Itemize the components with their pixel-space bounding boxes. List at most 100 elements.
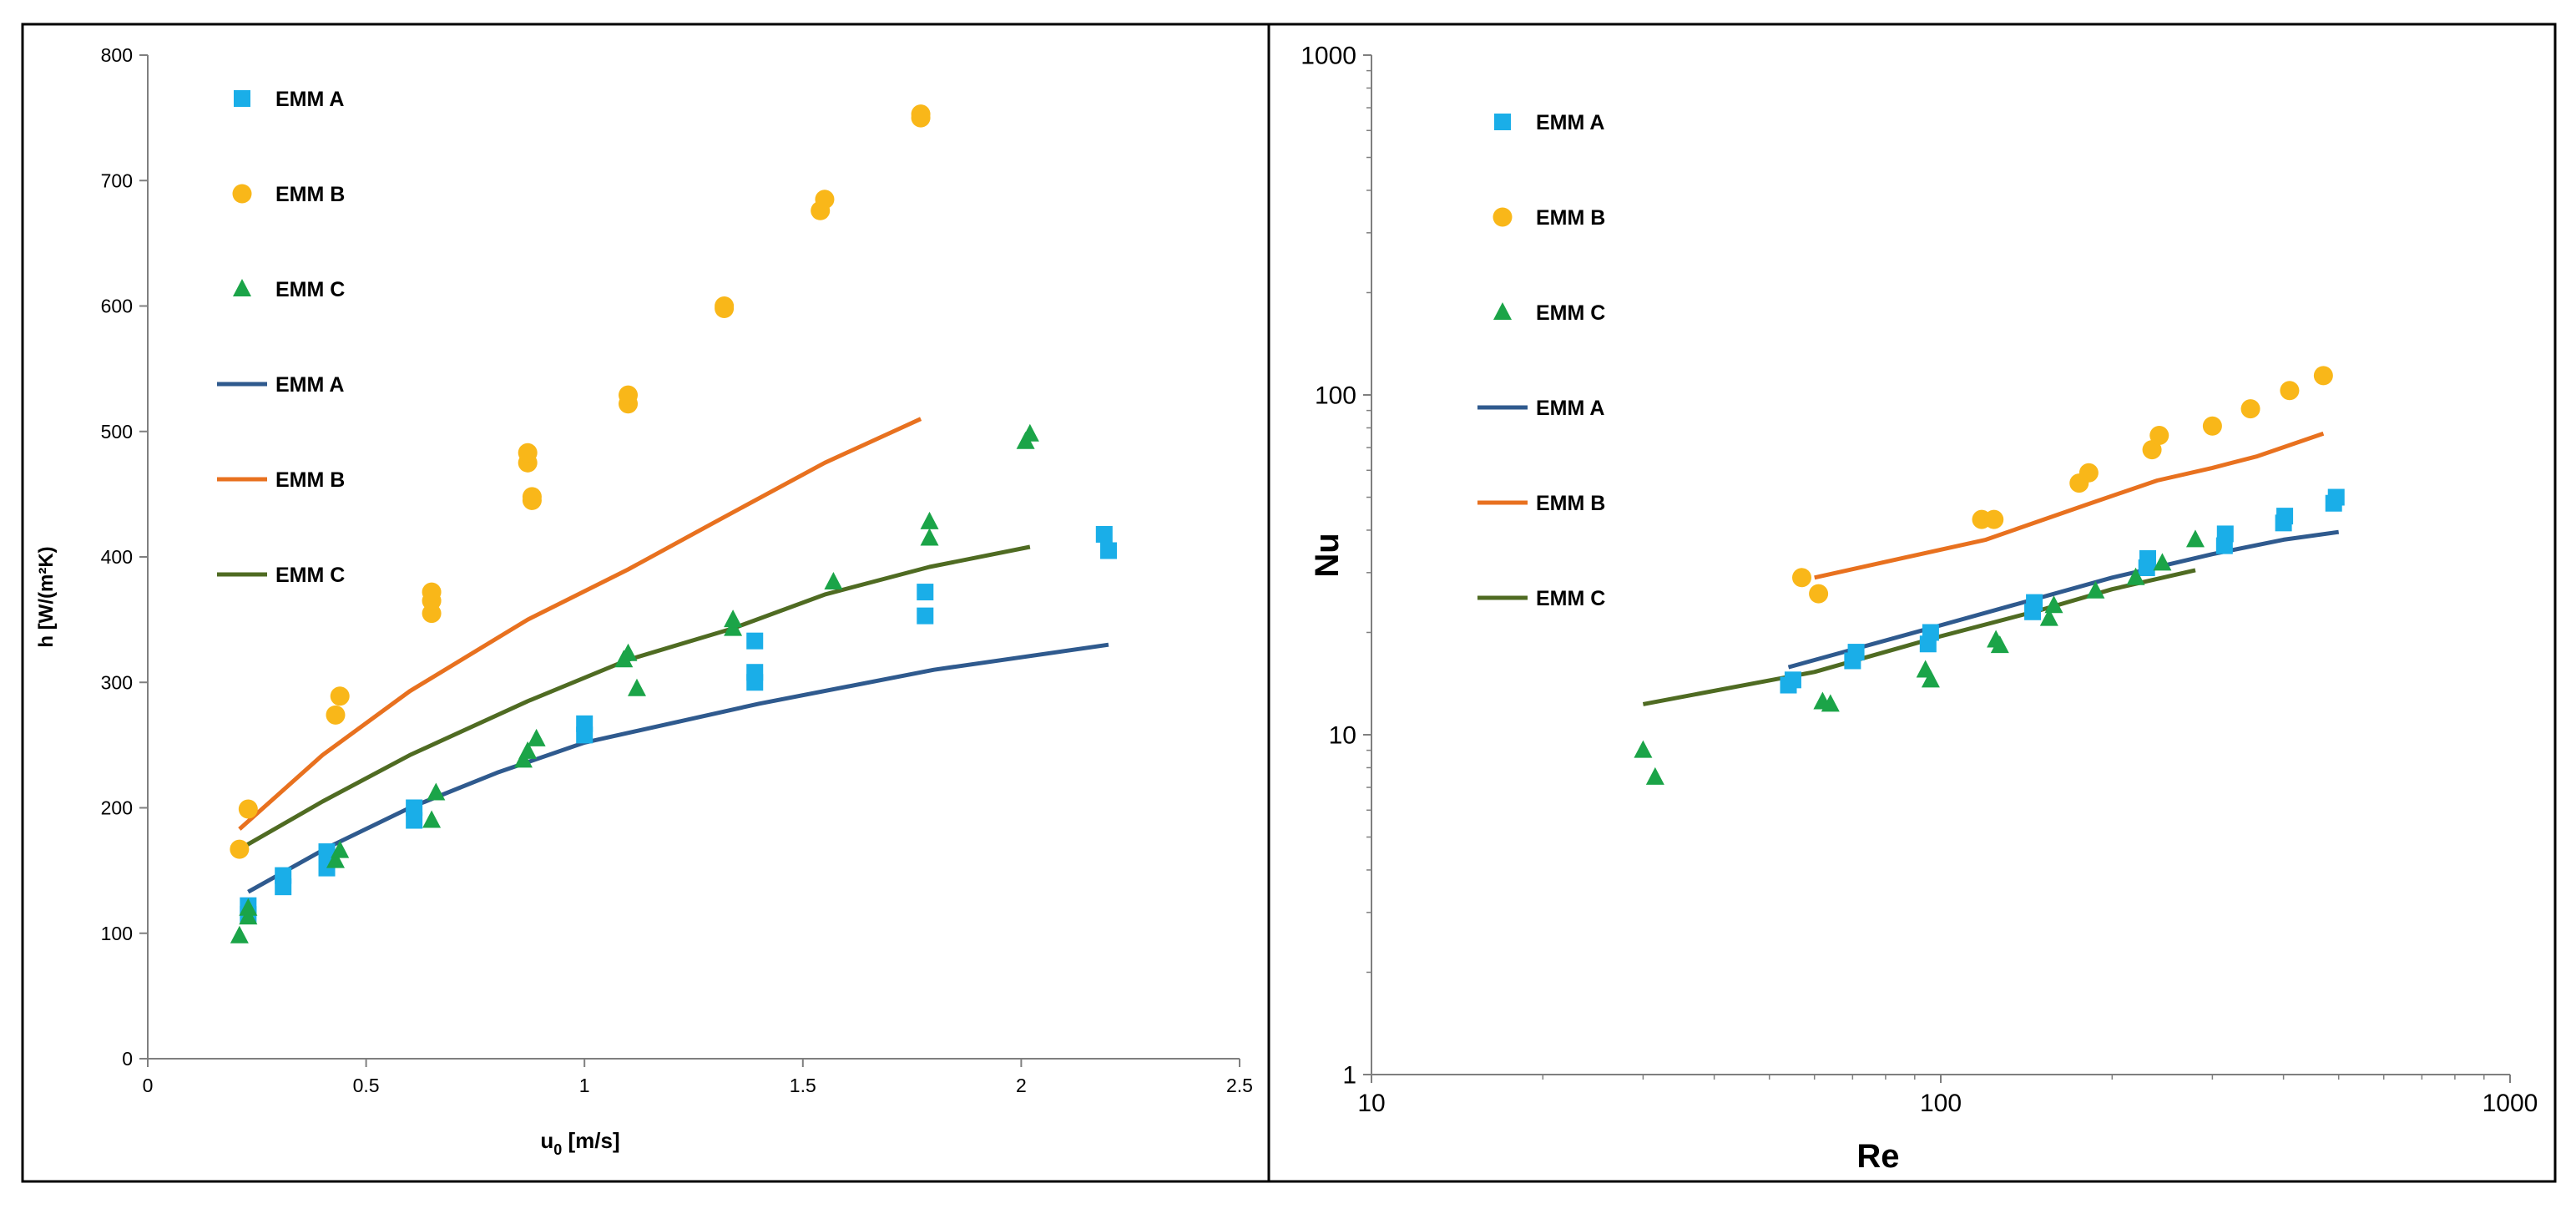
data-point-emm-a [318, 843, 336, 861]
data-point-emm-b [2078, 463, 2099, 483]
data-point-emm-b [2240, 399, 2260, 419]
data-point-emm-c [230, 925, 249, 943]
data-point-emm-b [2313, 366, 2333, 386]
x-tick-label: 1.5 [790, 1075, 816, 1096]
y-tick-label: 1000 [1301, 43, 1356, 70]
y-tick-label: 1 [1342, 1062, 1356, 1090]
legend-label-emm-b: EMM B [275, 468, 345, 492]
data-point-emm-c [2153, 553, 2172, 571]
data-point-emm-c [518, 741, 538, 759]
series-line-emm-b [1814, 431, 2325, 580]
legend-label-emm-a: EMM A [275, 373, 344, 397]
left-y-axis-label: h [W/(m²K) [35, 546, 58, 647]
data-point-emm-c [326, 850, 345, 868]
legend-label-emm-a: EMM A [1536, 397, 1604, 420]
data-point-emm-a [917, 584, 934, 601]
data-point-emm-b [2149, 426, 2169, 446]
legend-label-emm-c: EMM C [275, 564, 345, 587]
data-point-emm-a [406, 812, 423, 829]
legend-marker-emm-b [232, 184, 252, 204]
y-tick-label: 500 [101, 421, 133, 443]
legend-label-emm-c: EMM C [275, 278, 345, 301]
legend-marker-emm-a [1494, 114, 1511, 130]
data-point-emm-b [230, 839, 250, 859]
legend-label-emm-a: EMM A [275, 88, 344, 111]
data-point-emm-a [746, 664, 764, 681]
legend-label-emm-b: EMM B [1536, 492, 1605, 515]
data-point-emm-c [619, 643, 638, 661]
legend-label-emm-a: EMM A [1536, 111, 1604, 134]
x-tick-label: 100 [1920, 1090, 1962, 1117]
legend-marker-emm-c [1493, 302, 1512, 320]
data-point-emm-c [1821, 694, 1840, 712]
right-y-axis-label: Nu [1309, 533, 1346, 577]
data-point-emm-b [330, 686, 350, 706]
legend-label-emm-b: EMM B [275, 183, 345, 206]
data-point-emm-c [2039, 608, 2058, 626]
y-tick-label: 100 [101, 923, 133, 944]
data-point-emm-c [422, 810, 442, 828]
data-point-emm-a [1784, 671, 1801, 689]
data-point-emm-c [627, 678, 646, 696]
data-point-emm-c [1645, 766, 1664, 785]
y-tick-label: 400 [101, 546, 133, 568]
data-point-emm-b [2280, 381, 2300, 401]
data-point-emm-a [2026, 594, 2043, 611]
data-point-emm-a [1095, 525, 1113, 543]
data-point-emm-c [513, 750, 533, 768]
data-point-emm-a [275, 867, 292, 884]
legend-label-emm-c: EMM C [1536, 587, 1605, 610]
data-point-emm-c [1634, 740, 1653, 758]
right-panel-frame [1267, 23, 2557, 1183]
y-tick-label: 300 [101, 671, 133, 693]
data-point-emm-c [527, 728, 546, 746]
data-point-emm-a [746, 632, 764, 650]
data-point-emm-a [1847, 644, 1865, 661]
left-chart-axes [139, 54, 1240, 1067]
data-point-emm-b [815, 190, 835, 210]
data-point-emm-c [2126, 567, 2145, 585]
x-tick-label: 2.5 [1226, 1075, 1253, 1096]
y-tick-label: 100 [1315, 382, 1356, 410]
legend-marker-emm-c [233, 279, 251, 296]
data-point-emm-a [576, 715, 593, 732]
data-point-emm-c [239, 898, 258, 916]
data-point-emm-c [331, 840, 350, 858]
legend-label-emm-b: EMM B [1536, 206, 1605, 230]
data-point-emm-c [1990, 635, 2009, 654]
data-point-emm-b [422, 582, 442, 602]
left-chart-points [230, 104, 1118, 943]
y-tick-label: 700 [101, 169, 133, 191]
data-point-emm-a [917, 607, 934, 625]
data-point-emm-c [724, 618, 743, 636]
left-chart-legend: EMM A EMM B EMM C EMM A EMM B EMM C [217, 88, 345, 587]
data-point-emm-b [2142, 440, 2162, 460]
left-x-axis-label: u0 [m/s] [540, 1128, 619, 1158]
data-point-emm-b [1984, 509, 2004, 529]
x-tick-label: 2 [1016, 1075, 1027, 1096]
data-point-emm-c [824, 572, 843, 590]
left-panel-frame [21, 23, 1270, 1183]
y-tick-label: 10 [1329, 722, 1356, 750]
data-point-emm-a [1922, 624, 1939, 641]
data-point-emm-b [522, 487, 542, 507]
legend-marker-emm-b [1493, 207, 1513, 227]
data-point-emm-b [238, 799, 258, 819]
data-point-emm-a [406, 799, 423, 817]
data-point-emm-c [239, 907, 258, 925]
data-point-emm-a [2327, 488, 2345, 506]
x-tick-label: 1000 [2483, 1090, 2538, 1117]
legend-label-emm-c: EMM C [1536, 301, 1605, 325]
y-tick-label: 600 [101, 296, 133, 317]
data-point-emm-a [1100, 542, 1118, 559]
x-tick-label: 1 [579, 1075, 590, 1096]
data-point-emm-c [2185, 529, 2205, 548]
right-chart-axes [1363, 54, 2511, 1083]
data-point-emm-c [2086, 580, 2105, 599]
data-point-emm-c [2044, 595, 2063, 614]
data-point-emm-a [2139, 549, 2156, 567]
data-point-emm-c [724, 610, 743, 628]
